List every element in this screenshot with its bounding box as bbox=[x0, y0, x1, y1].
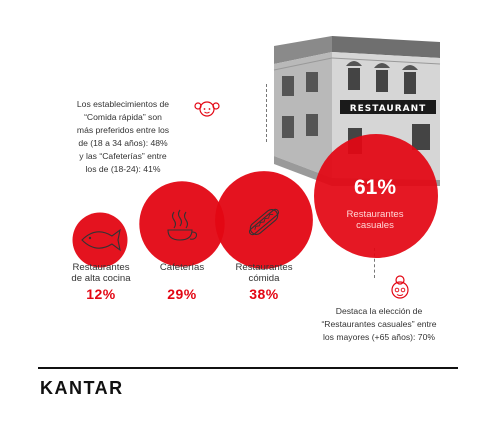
footer-rule bbox=[38, 367, 458, 369]
bubble-alta-cocina bbox=[72, 212, 128, 268]
value-label-comida: 38% bbox=[249, 286, 279, 302]
category-label-comida: Restaurantes cómida bbox=[222, 262, 306, 284]
note-top-line: Los establecimientos de bbox=[76, 99, 170, 109]
note-bottom-line: Destaca la elección de bbox=[335, 306, 423, 316]
category-label-cafeterias: Cafeterías bbox=[142, 262, 222, 273]
note-top: Los establecimientos de “Comida rápida” … bbox=[58, 98, 188, 176]
category-label-line: casuales bbox=[356, 220, 394, 231]
category-label-line: de alta cocina bbox=[71, 273, 131, 284]
category-label-line: Restaurantes bbox=[72, 262, 130, 273]
coffee-cup-icon bbox=[167, 209, 198, 241]
leader-line-top bbox=[266, 84, 267, 142]
note-top-line: de (18 a 34 años): 48% bbox=[78, 138, 168, 148]
value-label-casuales: 61% bbox=[353, 176, 397, 199]
note-top-line: más preferidos entre los bbox=[76, 125, 170, 135]
sign-text: RESTAURANT bbox=[350, 104, 427, 114]
value-label-alta-cocina: 12% bbox=[86, 286, 116, 302]
elderly-woman-face-icon bbox=[391, 275, 409, 299]
note-top-line: y las “Cafeterías” entre bbox=[79, 151, 167, 161]
brand-logo: KANTAR bbox=[40, 378, 124, 398]
category-label-line: Restaurantes bbox=[235, 262, 293, 273]
note-bottom-line: los mayores (+65 años): 70% bbox=[322, 332, 435, 342]
note-top-line: “Comida rápida” son bbox=[84, 112, 162, 122]
bubble-comida bbox=[215, 171, 313, 269]
category-label-line: cómida bbox=[248, 273, 280, 284]
hot-dog-icon bbox=[248, 208, 280, 236]
fish-icon bbox=[81, 228, 121, 252]
category-label-line: Cafeterías bbox=[159, 262, 205, 273]
leader-line-bottom bbox=[374, 248, 375, 278]
woman-face-icon bbox=[194, 101, 220, 117]
bubble-cafeterias bbox=[139, 181, 225, 267]
category-label-line: Restaurantes bbox=[346, 209, 404, 220]
note-top-line: los de (18-24): 41% bbox=[85, 164, 161, 174]
note-bottom-line: “Restaurantes casuales” entre bbox=[321, 319, 437, 329]
category-label-alta-cocina: Restaurantes de alta cocina bbox=[58, 262, 144, 284]
note-bottom: Destaca la elección de “Restaurantes cas… bbox=[306, 305, 452, 344]
category-label-casuales: Restaurantes casuales bbox=[330, 209, 420, 231]
value-label-cafeterias: 29% bbox=[167, 286, 197, 302]
bubble-casuales bbox=[314, 134, 438, 258]
